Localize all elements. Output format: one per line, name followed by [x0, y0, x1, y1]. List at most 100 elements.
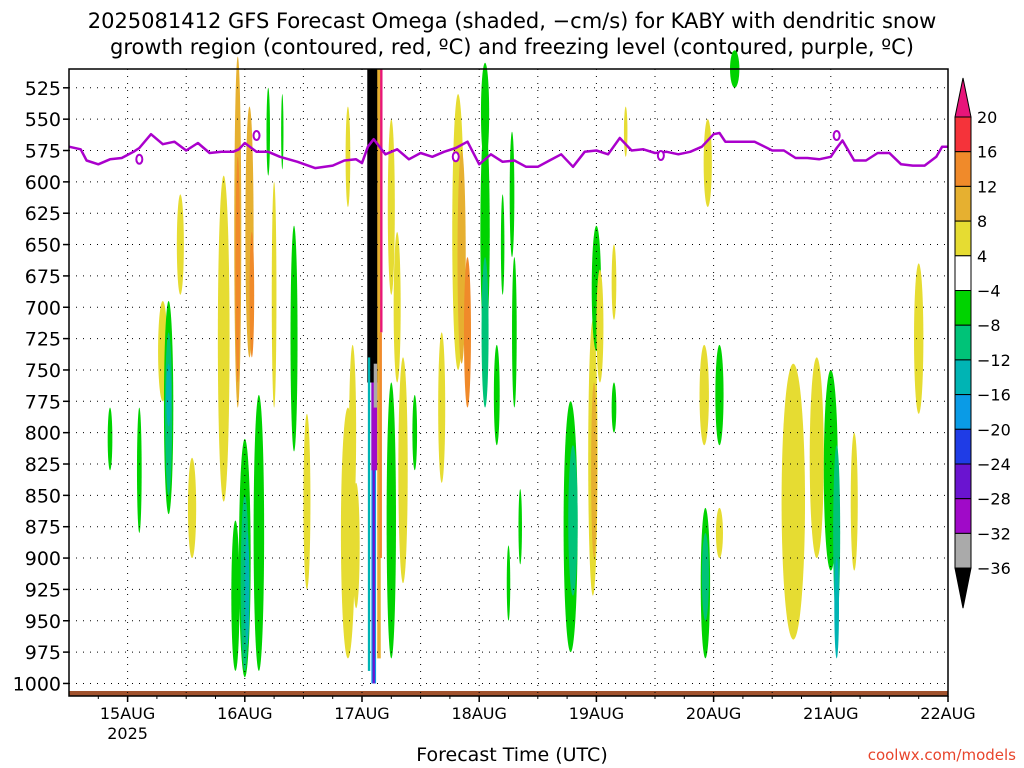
omega-shade-region: [349, 344, 357, 521]
x-tick-label: 22AUG: [920, 704, 975, 723]
omega-shade-region: [386, 382, 396, 659]
omega-shade-region: [271, 181, 277, 408]
x-tick-label: 19AUG: [569, 704, 624, 723]
omega-shade-region: [518, 489, 522, 565]
colorbar-bin: [954, 394, 972, 430]
omega-shade-region: [387, 119, 395, 295]
colorbar-label: −28: [977, 490, 1011, 509]
colorbar-bin: [954, 77, 972, 118]
colorbar-bin: [954, 463, 972, 500]
colorbar-bin: [954, 151, 972, 187]
freezing-level-contour-label: [832, 129, 841, 141]
y-tick-label: 875: [25, 517, 61, 539]
omega-shade-column: [371, 382, 378, 471]
omega-shade-region: [850, 432, 858, 571]
omega-shade-region: [834, 558, 840, 659]
omega-shade-region: [506, 545, 511, 621]
y-tick-label: 925: [25, 579, 61, 601]
omega-shade-region: [393, 232, 401, 383]
y-tick-label: 575: [25, 141, 61, 163]
freezing-level-line: [68, 131, 948, 170]
omega-shade-region: [303, 413, 311, 590]
omega-shade-region: [715, 507, 723, 559]
colorbar-label: −12: [977, 351, 1011, 370]
omega-shade-column: [373, 363, 378, 408]
omega-shade-region: [781, 363, 806, 640]
colorbar-label: −36: [977, 559, 1011, 578]
omega-shade-region: [701, 532, 709, 621]
omega-shade-region: [493, 344, 500, 446]
omega-shade-region: [611, 244, 617, 320]
colorbar-label: 12: [977, 177, 997, 196]
omega-shade-region: [136, 407, 142, 533]
omega-shade-region: [914, 263, 924, 414]
omega-shade-region: [438, 332, 446, 483]
omega-shade-column: [367, 357, 371, 671]
omega-shade-column: [367, 69, 379, 383]
colorbar-bin: [954, 255, 972, 292]
colorbar-label: −4: [977, 282, 1001, 301]
x-tick-label: 20AUG: [686, 704, 741, 723]
y-tick-label: 775: [25, 391, 61, 413]
freezing-level-contour-label: [451, 151, 460, 163]
omega-shade-region: [266, 87, 270, 176]
x-tick-label: 21AUG: [803, 704, 858, 723]
omega-shade-region: [176, 194, 184, 295]
colorbar-label: 8: [977, 212, 987, 231]
y-tick-label: 1000: [13, 673, 61, 695]
omega-shade-region: [463, 257, 471, 408]
omega-shade-region: [568, 445, 578, 596]
omega-shade-region: [231, 520, 240, 671]
omega-shade-region: [809, 357, 824, 559]
omega-shade-region: [500, 194, 505, 295]
omega-shade-region: [244, 532, 250, 646]
colorbar-bin: [954, 324, 972, 361]
y-tick-label: 750: [25, 360, 61, 382]
omega-shade-region: [187, 457, 197, 559]
colorbar-bin: [954, 290, 972, 326]
omega-shade-region: [699, 344, 709, 446]
x-tick-label: 16AUG: [217, 704, 272, 723]
y-tick-label: 825: [25, 454, 61, 476]
colorbar-label: −8: [977, 316, 1001, 335]
omega-shade-region: [249, 232, 255, 358]
omega-shade-region: [715, 344, 724, 446]
colorbar-label: −16: [977, 386, 1011, 405]
credit-link[interactable]: coolwx.com/models: [867, 746, 1016, 764]
y-tick-label: 675: [25, 266, 61, 288]
omega-shade-region: [345, 106, 351, 207]
colorbar-bin: [954, 185, 972, 222]
y-tick-label: 800: [25, 423, 61, 445]
omega-shade-region: [166, 363, 171, 427]
omega-shade-region: [398, 357, 408, 584]
x-tick-label: 15AUG: [100, 704, 155, 723]
omega-shade-region: [703, 119, 712, 207]
omega-shade-region: [457, 150, 466, 364]
freezing-level-contour-label: [135, 153, 144, 165]
y-tick-label: 975: [25, 642, 61, 664]
omega-shade-region: [509, 131, 515, 258]
y-tick-label: 650: [25, 235, 61, 257]
colorbar-bin: [954, 567, 972, 609]
colorbar-label: 20: [977, 108, 997, 127]
omega-shade-region: [623, 106, 628, 157]
omega-shade-region: [412, 395, 418, 471]
colorbar-label: −32: [977, 524, 1011, 543]
omega-shade-region: [512, 257, 517, 408]
y-tick-label: 850: [25, 485, 61, 507]
colorbar-label: 16: [977, 143, 997, 162]
y-tick-label: 625: [25, 203, 61, 225]
omega-shade-region: [107, 407, 113, 471]
y-tick-label: 725: [25, 329, 61, 351]
omega-shade-column: [379, 332, 382, 559]
omega-shade-region: [281, 94, 284, 170]
colorbar-bin: [954, 428, 972, 465]
colorbar-bin: [954, 359, 972, 396]
colorbar-label: 4: [977, 247, 987, 266]
x-year-label: 2025: [107, 724, 148, 743]
colorbar-bin: [954, 532, 972, 569]
freezing-level-contour-label: [656, 150, 665, 162]
y-tick-label: 525: [25, 78, 61, 100]
omega-shade-column: [377, 69, 381, 659]
